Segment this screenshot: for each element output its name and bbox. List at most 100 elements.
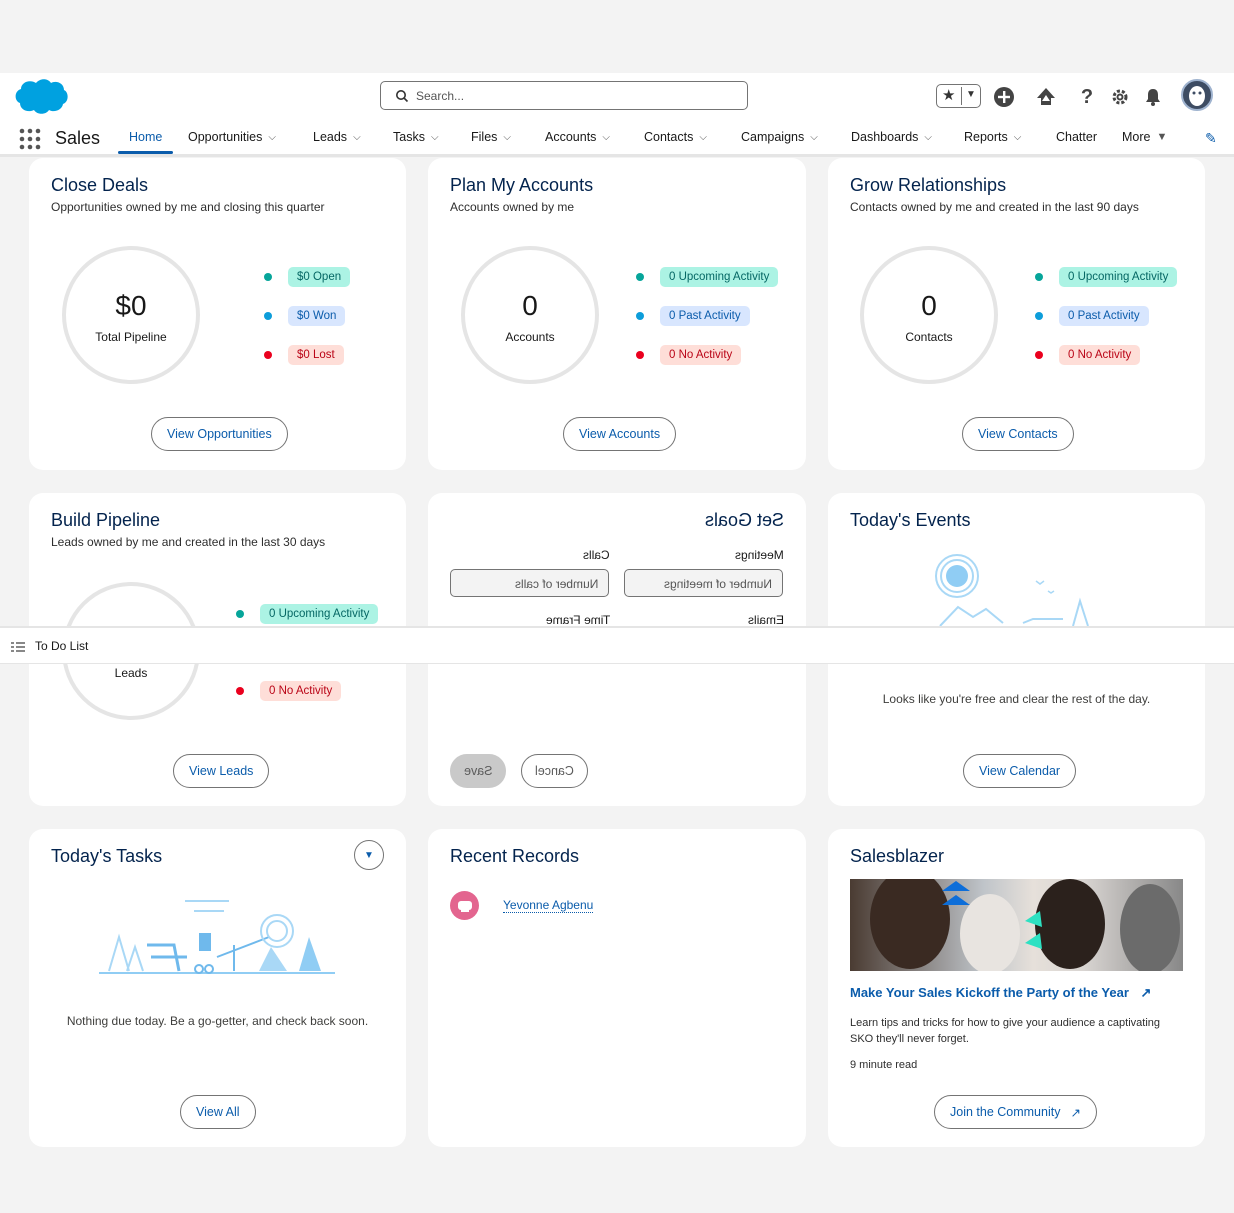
tab-label: Opportunities (188, 130, 263, 144)
tab-contacts[interactable]: Contacts ⌵ (644, 130, 707, 144)
chevron-down-icon[interactable]: ⌵ (810, 132, 818, 143)
view-contacts-button[interactable]: View Contacts (962, 417, 1074, 451)
legend-pill[interactable]: 0 No Activity (660, 344, 742, 365)
chevron-down-icon[interactable]: ⌵ (503, 132, 511, 143)
save-button[interactable]: Save (450, 754, 506, 788)
help-icon[interactable]: ? (1080, 85, 1094, 108)
card-title: Plan My Accounts (450, 175, 594, 195)
tab-files[interactable]: Files ⌵ (471, 130, 511, 144)
tab-accounts[interactable]: Accounts ⌵ (545, 130, 610, 144)
to-do-list-utility-bar[interactable]: To Do List (0, 626, 1234, 664)
external-link-icon: ↗ (1070, 1105, 1081, 1120)
card-title: Set Goals (705, 510, 784, 531)
ring-value: 0 (921, 290, 937, 321)
edit-nav-pencil-icon[interactable]: ✎ (1205, 130, 1217, 146)
tab-label: Tasks (393, 130, 425, 144)
chevron-down-icon[interactable]: ⌵ (699, 132, 707, 143)
favorites-dropdown-icon[interactable]: ▼ (966, 89, 976, 100)
bell-icon[interactable] (1141, 85, 1165, 109)
ring-label: Contacts (905, 330, 953, 344)
salesforce-logo[interactable] (14, 77, 68, 117)
tab-label: Accounts (545, 130, 597, 144)
meetings-label: Meetings (735, 548, 784, 562)
tab-dashboards[interactable]: Dashboards ⌵ (851, 130, 932, 144)
app-launcher-icon[interactable] (19, 128, 41, 150)
todays-tasks-card: Today's Tasks ▼ Nothing due today. Be a … (29, 829, 406, 1147)
tab-home[interactable]: Home (129, 130, 162, 144)
join-community-label: Join the Community (950, 1105, 1061, 1119)
events-empty-message: Looks like you're free and clear the res… (882, 692, 1151, 706)
view-opportunities-button[interactable]: View Opportunities (151, 417, 288, 451)
global-search[interactable]: Search... (380, 81, 748, 110)
search-icon (396, 90, 409, 103)
view-calendar-button[interactable]: View Calendar (963, 754, 1077, 788)
chevron-down-icon[interactable]: ⌵ (924, 132, 932, 143)
tasks-illustration (99, 900, 335, 974)
recent-record-item[interactable]: Yevonne Agbenu (450, 891, 594, 920)
legend-pill[interactable]: $0 Won (288, 305, 346, 326)
tab-chatter[interactable]: Chatter (1056, 130, 1097, 144)
meetings-input[interactable]: Number of meetings (624, 569, 783, 597)
app-nav-bar: Sales Home Opportunities ⌵ Leads ⌵ Tasks ⌵ … (0, 121, 1234, 157)
tab-more[interactable]: More ▼ (1122, 130, 1167, 144)
salesblazer-promo-image (850, 879, 1183, 971)
emails-label: Emails (748, 613, 784, 627)
tab-label: Leads (313, 130, 348, 144)
meetings-label-text: Meetings (735, 548, 784, 562)
legend-pill[interactable]: 0 Upcoming Activity (660, 266, 779, 287)
legend-pill[interactable]: 0 Past Activity (660, 305, 750, 326)
legend-pill[interactable]: 0 No Activity (260, 680, 342, 701)
legend-dot (264, 311, 272, 320)
browser-top-band (0, 0, 1234, 73)
global-header: Search... ★ ▼ ? (0, 73, 1234, 121)
legend-pill[interactable]: $0 Open (288, 266, 351, 287)
chevron-down-icon[interactable]: ⌵ (430, 132, 439, 143)
chevron-down-icon[interactable]: ⌵ (1013, 132, 1022, 143)
join-community-button[interactable]: Join the Community ↗ (934, 1095, 1097, 1129)
legend-pill[interactable]: 0 Upcoming Activity (260, 603, 379, 624)
view-all-tasks-button[interactable]: View All (180, 1095, 256, 1129)
calls-label-text: Calls (583, 548, 610, 562)
tab-tasks[interactable]: Tasks ⌵ (393, 130, 439, 144)
card-title: Today's Tasks (51, 846, 163, 866)
card-title: Recent Records (450, 846, 580, 866)
tasks-filter-dropdown-icon[interactable]: ▼ (354, 840, 384, 870)
legend-item: 0 No Activity (1035, 343, 1141, 366)
card-subtitle: Opportunities owned by me and closing th… (51, 200, 325, 214)
trailhead-icon[interactable] (1034, 85, 1058, 109)
tab-campaigns[interactable]: Campaigns ⌵ (741, 130, 818, 144)
salesblazer-article-link[interactable]: Make Your Sales Kickoff the Party of the… (850, 985, 1151, 1001)
ring-label: Total Pipeline (95, 330, 167, 344)
view-leads-button[interactable]: View Leads (173, 754, 270, 788)
chevron-down-icon[interactable]: ⌵ (268, 132, 276, 143)
accounts-ring: 0 Accounts (461, 246, 599, 384)
chevron-down-icon[interactable]: ⌵ (602, 132, 611, 143)
add-icon[interactable] (992, 85, 1016, 109)
user-avatar[interactable] (1181, 79, 1213, 111)
calls-placeholder: Number of calls (514, 577, 598, 591)
cancel-button[interactable]: Cancel (521, 754, 588, 788)
tab-opportunities[interactable]: Opportunities ⌵ (188, 130, 276, 144)
view-accounts-button[interactable]: View Accounts (563, 417, 677, 451)
article-link-text: Make Your Sales Kickoff the Party of the… (850, 985, 1129, 1000)
favorites-star-icon[interactable]: ★ (942, 87, 956, 104)
legend-item: 0 No Activity (636, 343, 742, 366)
legend-item: 0 Upcoming Activity (236, 602, 379, 625)
chevron-down-icon[interactable]: ⌵ (353, 132, 361, 143)
tab-reports[interactable]: Reports ⌵ (964, 130, 1021, 144)
caret-down-icon[interactable]: ▼ (1156, 131, 1168, 143)
calls-input[interactable]: Number of calls (450, 569, 609, 597)
legend-pill[interactable]: 0 Past Activity (1059, 305, 1149, 326)
to-do-list-label: To Do List (35, 639, 89, 653)
salesblazer-description: Learn tips and tricks for how to give yo… (850, 1017, 1161, 1045)
setup-gear-icon[interactable] (1108, 85, 1132, 109)
legend-pill[interactable]: 0 Upcoming Activity (1059, 266, 1178, 287)
legend-pill[interactable]: 0 No Activity (1059, 344, 1141, 365)
tab-leads[interactable]: Leads ⌵ (313, 130, 361, 144)
contacts-ring: 0 Contacts (860, 246, 998, 384)
recent-record-link[interactable]: Yevonne Agbenu (503, 898, 594, 913)
favorites-button[interactable]: ★ ▼ (936, 84, 981, 108)
legend-pill[interactable]: $0 Lost (288, 344, 344, 365)
legend-dot (636, 272, 644, 281)
legend-item: $0 Open (264, 265, 351, 288)
